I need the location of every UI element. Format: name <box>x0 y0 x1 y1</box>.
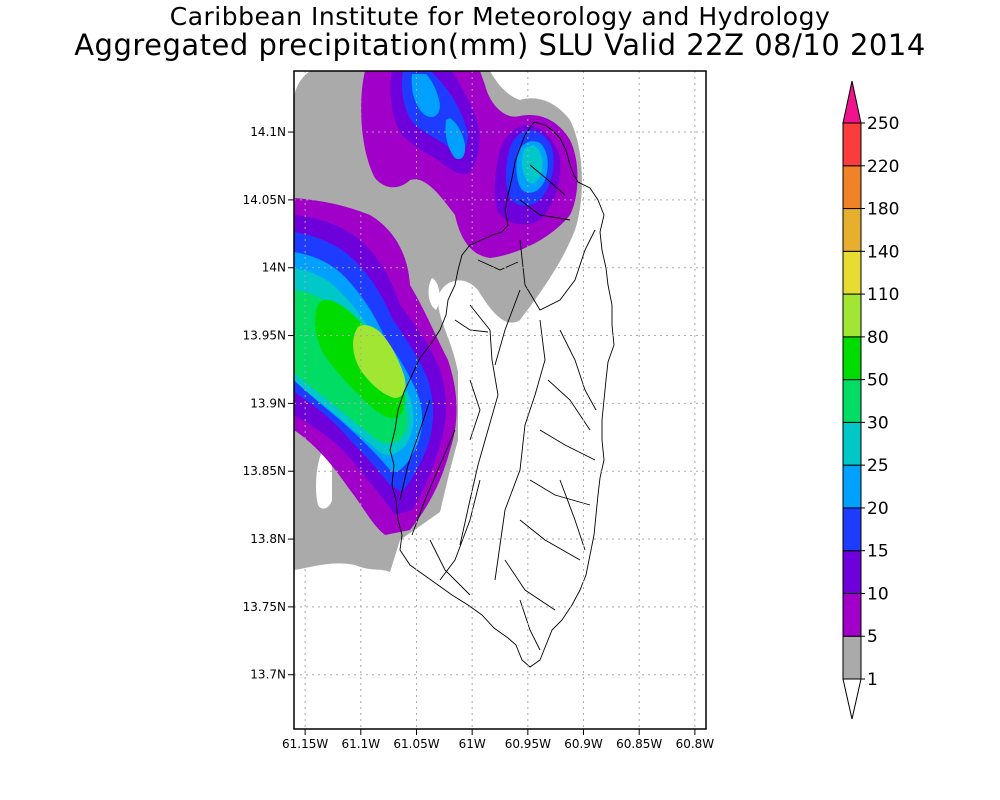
lat-tick-label: 13.7N <box>250 668 286 682</box>
lon-tick-label: 60.95W <box>505 737 551 751</box>
colorbar-label: 80 <box>867 328 889 348</box>
lat-tick-label: 14.1N <box>250 125 286 139</box>
lon-tick-label: 60.8W <box>676 737 715 751</box>
precip-shade-yellowgreen <box>353 324 406 398</box>
colorbar-swatch <box>842 122 862 167</box>
precipitation-field <box>294 71 582 572</box>
colorbar-label: 10 <box>867 584 889 604</box>
colorbar-swatch <box>842 250 862 295</box>
lat-tick-label: 13.9N <box>250 396 286 410</box>
colorbar-label: 5 <box>867 627 878 647</box>
colorbar-swatch <box>842 464 862 509</box>
colorbar-swatch <box>842 592 862 637</box>
lat-tick-label: 13.8N <box>250 532 286 546</box>
title-line-2: Aggregated precipitation(mm) SLU Valid 2… <box>74 28 926 62</box>
lat-tick-label: 13.75N <box>243 600 286 614</box>
lon-tick-label: 61W <box>459 737 486 751</box>
colorbar-label: 180 <box>867 200 899 220</box>
colorbar-label: 140 <box>867 242 899 262</box>
lon-tick-label: 61.05W <box>393 737 439 751</box>
lat-tick-label: 13.85N <box>243 464 286 478</box>
colorbar-label: 25 <box>867 456 889 476</box>
colorbar-swatch <box>842 165 862 210</box>
colorbar-label: 15 <box>867 542 889 562</box>
lon-tick-label: 61.15W <box>282 737 328 751</box>
colorbar-swatch <box>842 379 862 423</box>
colorbar-label: 30 <box>867 413 889 433</box>
colorbar-high-triangle <box>842 80 862 124</box>
colorbar-swatch <box>842 550 862 594</box>
colorbar-swatch <box>842 336 862 381</box>
grid-lines <box>294 71 706 729</box>
colorbar-swatch <box>842 635 862 680</box>
lon-tick-label: 60.85W <box>616 737 662 751</box>
colorbar-label: 110 <box>867 285 899 305</box>
colorbar-label: 250 <box>867 114 899 134</box>
colorbar-label: 1 <box>867 670 878 690</box>
colorbar-swatch <box>842 421 862 466</box>
lon-tick-label: 61.1W <box>342 737 381 751</box>
lat-tick-label: 14N <box>262 261 286 275</box>
colorbar-label: 20 <box>867 499 889 519</box>
colorbar-label: 220 <box>867 157 899 177</box>
lat-tick-label: 13.95N <box>243 329 286 343</box>
longitude-axis: 61.15W 61.1W 61.05W 61W 60.95W 60.9W 60.85W 60.… <box>282 729 714 751</box>
colorbar-swatch <box>842 208 862 252</box>
colorbar-label: 50 <box>867 371 889 391</box>
colorbar-low-triangle <box>842 678 862 720</box>
lon-tick-label: 60.9W <box>564 737 603 751</box>
colorbar-swatch <box>842 507 862 552</box>
colorbar-swatch <box>842 293 862 338</box>
latitude-axis: 14.1N 14.05N 14N 13.95N 13.9N 13.85N 13.8N 13.7… <box>243 125 294 682</box>
lat-tick-label: 14.05N <box>243 193 286 207</box>
title-line-1: Caribbean Institute for Meteorology and … <box>169 2 831 31</box>
map-frame <box>293 70 707 730</box>
